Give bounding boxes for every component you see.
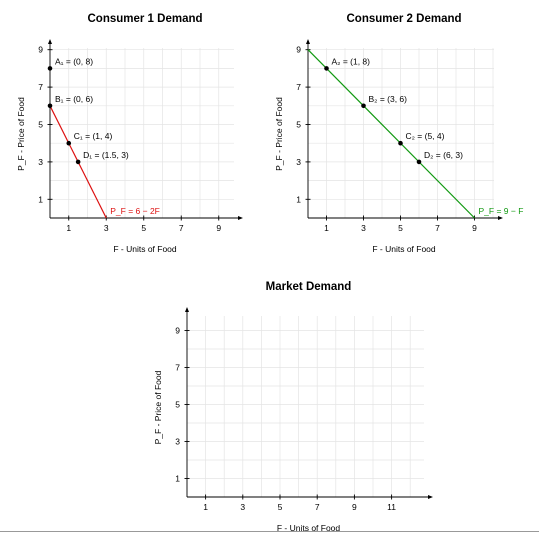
y-tick-label: 9 [296, 45, 301, 55]
x-tick-label: 5 [141, 223, 146, 233]
x-tick-label: 1 [203, 502, 208, 512]
chart-title: Consumer 2 Demand [346, 13, 461, 25]
y-tick-label: 7 [296, 82, 301, 92]
x-tick-label: 9 [216, 223, 221, 233]
point-label: D₁ = (1.5, 3) [83, 150, 129, 160]
x-tick-label: 1 [324, 223, 329, 233]
y-tick-label: 7 [175, 363, 180, 373]
y-tick-label: 3 [296, 157, 301, 167]
x-axis-arrow-icon [238, 216, 243, 220]
data-point [47, 103, 53, 109]
point-label: D₂ = (6, 3) [424, 150, 463, 160]
y-axis-label: P_F - Price of Food [274, 97, 284, 171]
x-tick-label: 5 [398, 223, 403, 233]
data-point [324, 66, 329, 71]
chart-1: 1 3 5 7 9 1 3 5 7 9 Consumer 1 Demand F - Units of … [16, 13, 243, 254]
data-point [361, 103, 366, 109]
data-point [75, 159, 81, 165]
y-tick-label: 9 [38, 45, 43, 55]
point-label: A₂ = (1, 8) [332, 56, 371, 66]
x-tick-label: 5 [278, 502, 283, 512]
x-axis-arrow-icon [428, 495, 433, 499]
y-axis-label: P_F - Price of Food [153, 370, 163, 444]
x-axis-label: F - Units of Food [113, 244, 177, 254]
grid [50, 48, 234, 218]
y-axis-arrow-icon [306, 39, 310, 44]
grid [187, 316, 424, 497]
x-tick-label: 7 [315, 502, 320, 512]
data-point [398, 140, 403, 146]
y-tick-label: 1 [38, 194, 43, 204]
y-tick-label: 3 [175, 437, 180, 447]
chart-title: Consumer 1 Demand [87, 13, 202, 25]
x-axis-label: F - Units of Food [277, 523, 341, 533]
x-tick-label: 7 [179, 223, 184, 233]
grid [308, 48, 494, 218]
bottom-divider [0, 531, 539, 532]
point-label: C₂ = (5, 4) [406, 131, 445, 141]
x-tick-label: 9 [352, 502, 357, 512]
demand-line [307, 49, 475, 219]
y-tick-label: 5 [38, 120, 43, 130]
data-point [66, 140, 72, 146]
x-axis-label: F - Units of Food [372, 244, 436, 254]
point-label: B₁ = (0, 6) [55, 94, 93, 104]
x-tick-label: 1 [66, 223, 71, 233]
x-tick-label: 11 [387, 502, 396, 512]
chart-2: 1 3 5 7 9 1 3 5 7 9 Consumer 2 Demand F - Units of … [274, 13, 523, 254]
y-tick-label: 5 [175, 400, 180, 410]
y-tick-label: 5 [296, 120, 301, 130]
series-label: P_F = 9 − F [479, 206, 524, 216]
x-tick-label: 3 [361, 223, 366, 233]
point-label: B₂ = (3, 6) [369, 94, 408, 104]
y-tick-label: 1 [175, 474, 180, 484]
y-tick-label: 9 [175, 326, 180, 336]
x-tick-label: 3 [240, 502, 245, 512]
x-axis-arrow-icon [498, 216, 503, 220]
y-axis-label: P_F - Price of Food [16, 97, 26, 171]
x-tick-label: 9 [472, 223, 477, 233]
y-tick-label: 7 [38, 82, 43, 92]
y-tick-label: 3 [38, 157, 43, 167]
y-tick-label: 1 [296, 194, 301, 204]
x-tick-label: 7 [435, 223, 440, 233]
chart-title: Market Demand [266, 281, 352, 293]
y-axis-arrow-icon [185, 307, 189, 312]
data-point [416, 159, 422, 165]
series-label: P_F = 6 − 2F [110, 206, 160, 216]
data-point [47, 66, 53, 71]
point-label: C₁ = (1, 4) [74, 131, 113, 141]
x-tick-label: 3 [104, 223, 109, 233]
y-axis-arrow-icon [48, 39, 52, 44]
point-label: A₁ = (0, 8) [55, 56, 93, 66]
